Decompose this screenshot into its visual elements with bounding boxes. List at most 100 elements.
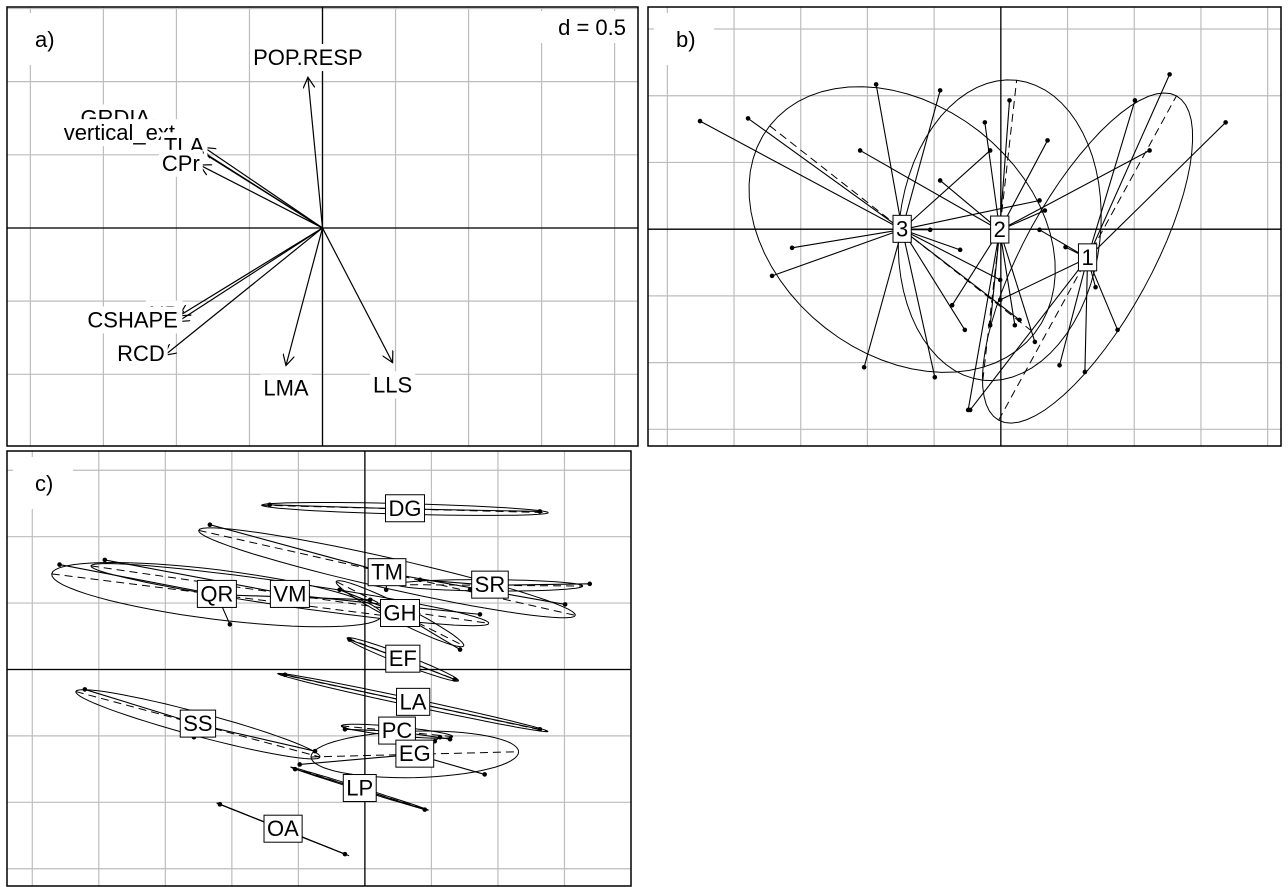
- class-label-box: [379, 599, 420, 628]
- class-label: PC: [382, 718, 413, 743]
- point: [937, 178, 943, 183]
- point: [467, 587, 473, 593]
- arrow-label-box: [250, 44, 366, 72]
- class-label: 1: [1081, 245, 1093, 270]
- scale-label-box: [518, 11, 632, 43]
- spoke: [999, 230, 1016, 326]
- arrow-label-group: LMA: [260, 374, 312, 402]
- class-label-group: TM: [367, 558, 407, 587]
- class-label-group: 2: [990, 215, 1010, 244]
- point: [957, 247, 963, 253]
- class-label-box: [179, 709, 217, 738]
- spoke: [901, 90, 941, 230]
- point: [562, 602, 568, 607]
- class-label: VM: [273, 581, 306, 606]
- spoke: [863, 229, 903, 368]
- point: [1037, 198, 1042, 203]
- spoke: [901, 229, 1020, 321]
- spoke: [859, 149, 1001, 231]
- panel-title-box: [654, 13, 714, 65]
- point: [789, 245, 795, 251]
- ellipse-axis: [51, 573, 383, 616]
- spoke: [1084, 258, 1089, 372]
- point: [482, 772, 487, 777]
- point: [1093, 284, 1098, 290]
- class-label-group: EF: [385, 644, 421, 673]
- class-label-group: SR: [471, 570, 509, 599]
- loading-arrow: [165, 227, 323, 355]
- point: [1042, 208, 1048, 213]
- class-label-group: SS: [179, 709, 217, 738]
- class-label: GH: [383, 601, 416, 626]
- class-label: 2: [994, 217, 1006, 242]
- spoke: [284, 674, 414, 704]
- point: [927, 227, 933, 233]
- spoke: [999, 230, 1036, 343]
- class-label-box: [396, 687, 431, 716]
- spoke: [901, 150, 991, 230]
- arrow-label: CPr: [162, 151, 200, 176]
- loading-arrow: [204, 147, 323, 229]
- point: [447, 736, 453, 742]
- point: [537, 726, 543, 732]
- spoke: [939, 180, 1001, 231]
- loading-arrow: [308, 77, 324, 229]
- panel: 1 2 3: [648, 7, 1281, 446]
- arrow-label: vertical_ext: [64, 120, 175, 145]
- class-label-box: [990, 215, 1010, 244]
- class-label-group: EG: [395, 739, 435, 768]
- point: [1167, 72, 1172, 77]
- point: [1012, 322, 1018, 328]
- point: [337, 587, 342, 593]
- class-label: EG: [399, 741, 431, 766]
- point: [312, 748, 318, 754]
- spoke: [104, 559, 290, 596]
- point: [949, 302, 955, 308]
- class-label: LP: [346, 776, 373, 801]
- point: [1132, 98, 1138, 103]
- arrow-label-box: [84, 306, 181, 334]
- class-label-box: [342, 774, 377, 803]
- point: [383, 587, 389, 593]
- arrow-label: POP.RESP: [253, 45, 363, 70]
- spoke: [771, 229, 903, 277]
- arrow-label: LMA: [263, 375, 309, 400]
- spoke: [209, 524, 388, 574]
- point: [997, 297, 1003, 303]
- ellipse-axis: [75, 691, 321, 758]
- point: [697, 118, 703, 124]
- point: [932, 374, 938, 380]
- point: [207, 522, 213, 528]
- class-label-box: [395, 739, 435, 768]
- point: [873, 82, 879, 87]
- class-label-box: [471, 570, 509, 599]
- point: [1045, 138, 1050, 143]
- point: [1147, 148, 1152, 153]
- arrow-label: RCD: [117, 341, 165, 366]
- panel-frame: [6, 6, 639, 447]
- class-label-box: [892, 214, 912, 243]
- point: [1007, 98, 1012, 103]
- point: [1057, 362, 1062, 368]
- point: [292, 766, 298, 772]
- panel-title-box: [13, 457, 73, 509]
- panel-title-group: b): [654, 13, 714, 65]
- class-label: QR: [200, 581, 233, 606]
- loading-arrow: [179, 227, 323, 316]
- point: [102, 557, 108, 563]
- spoke: [901, 229, 961, 251]
- class-label: DG: [388, 496, 421, 521]
- point: [1223, 120, 1228, 125]
- class-label-box: [196, 579, 237, 608]
- spoke: [1087, 122, 1227, 259]
- spoke: [59, 564, 217, 596]
- spoke: [901, 229, 936, 378]
- point: [537, 509, 543, 514]
- point: [342, 851, 348, 857]
- class-label: 3: [896, 216, 908, 241]
- point: [1032, 339, 1038, 345]
- point: [982, 120, 988, 125]
- class-label-box: [263, 814, 303, 843]
